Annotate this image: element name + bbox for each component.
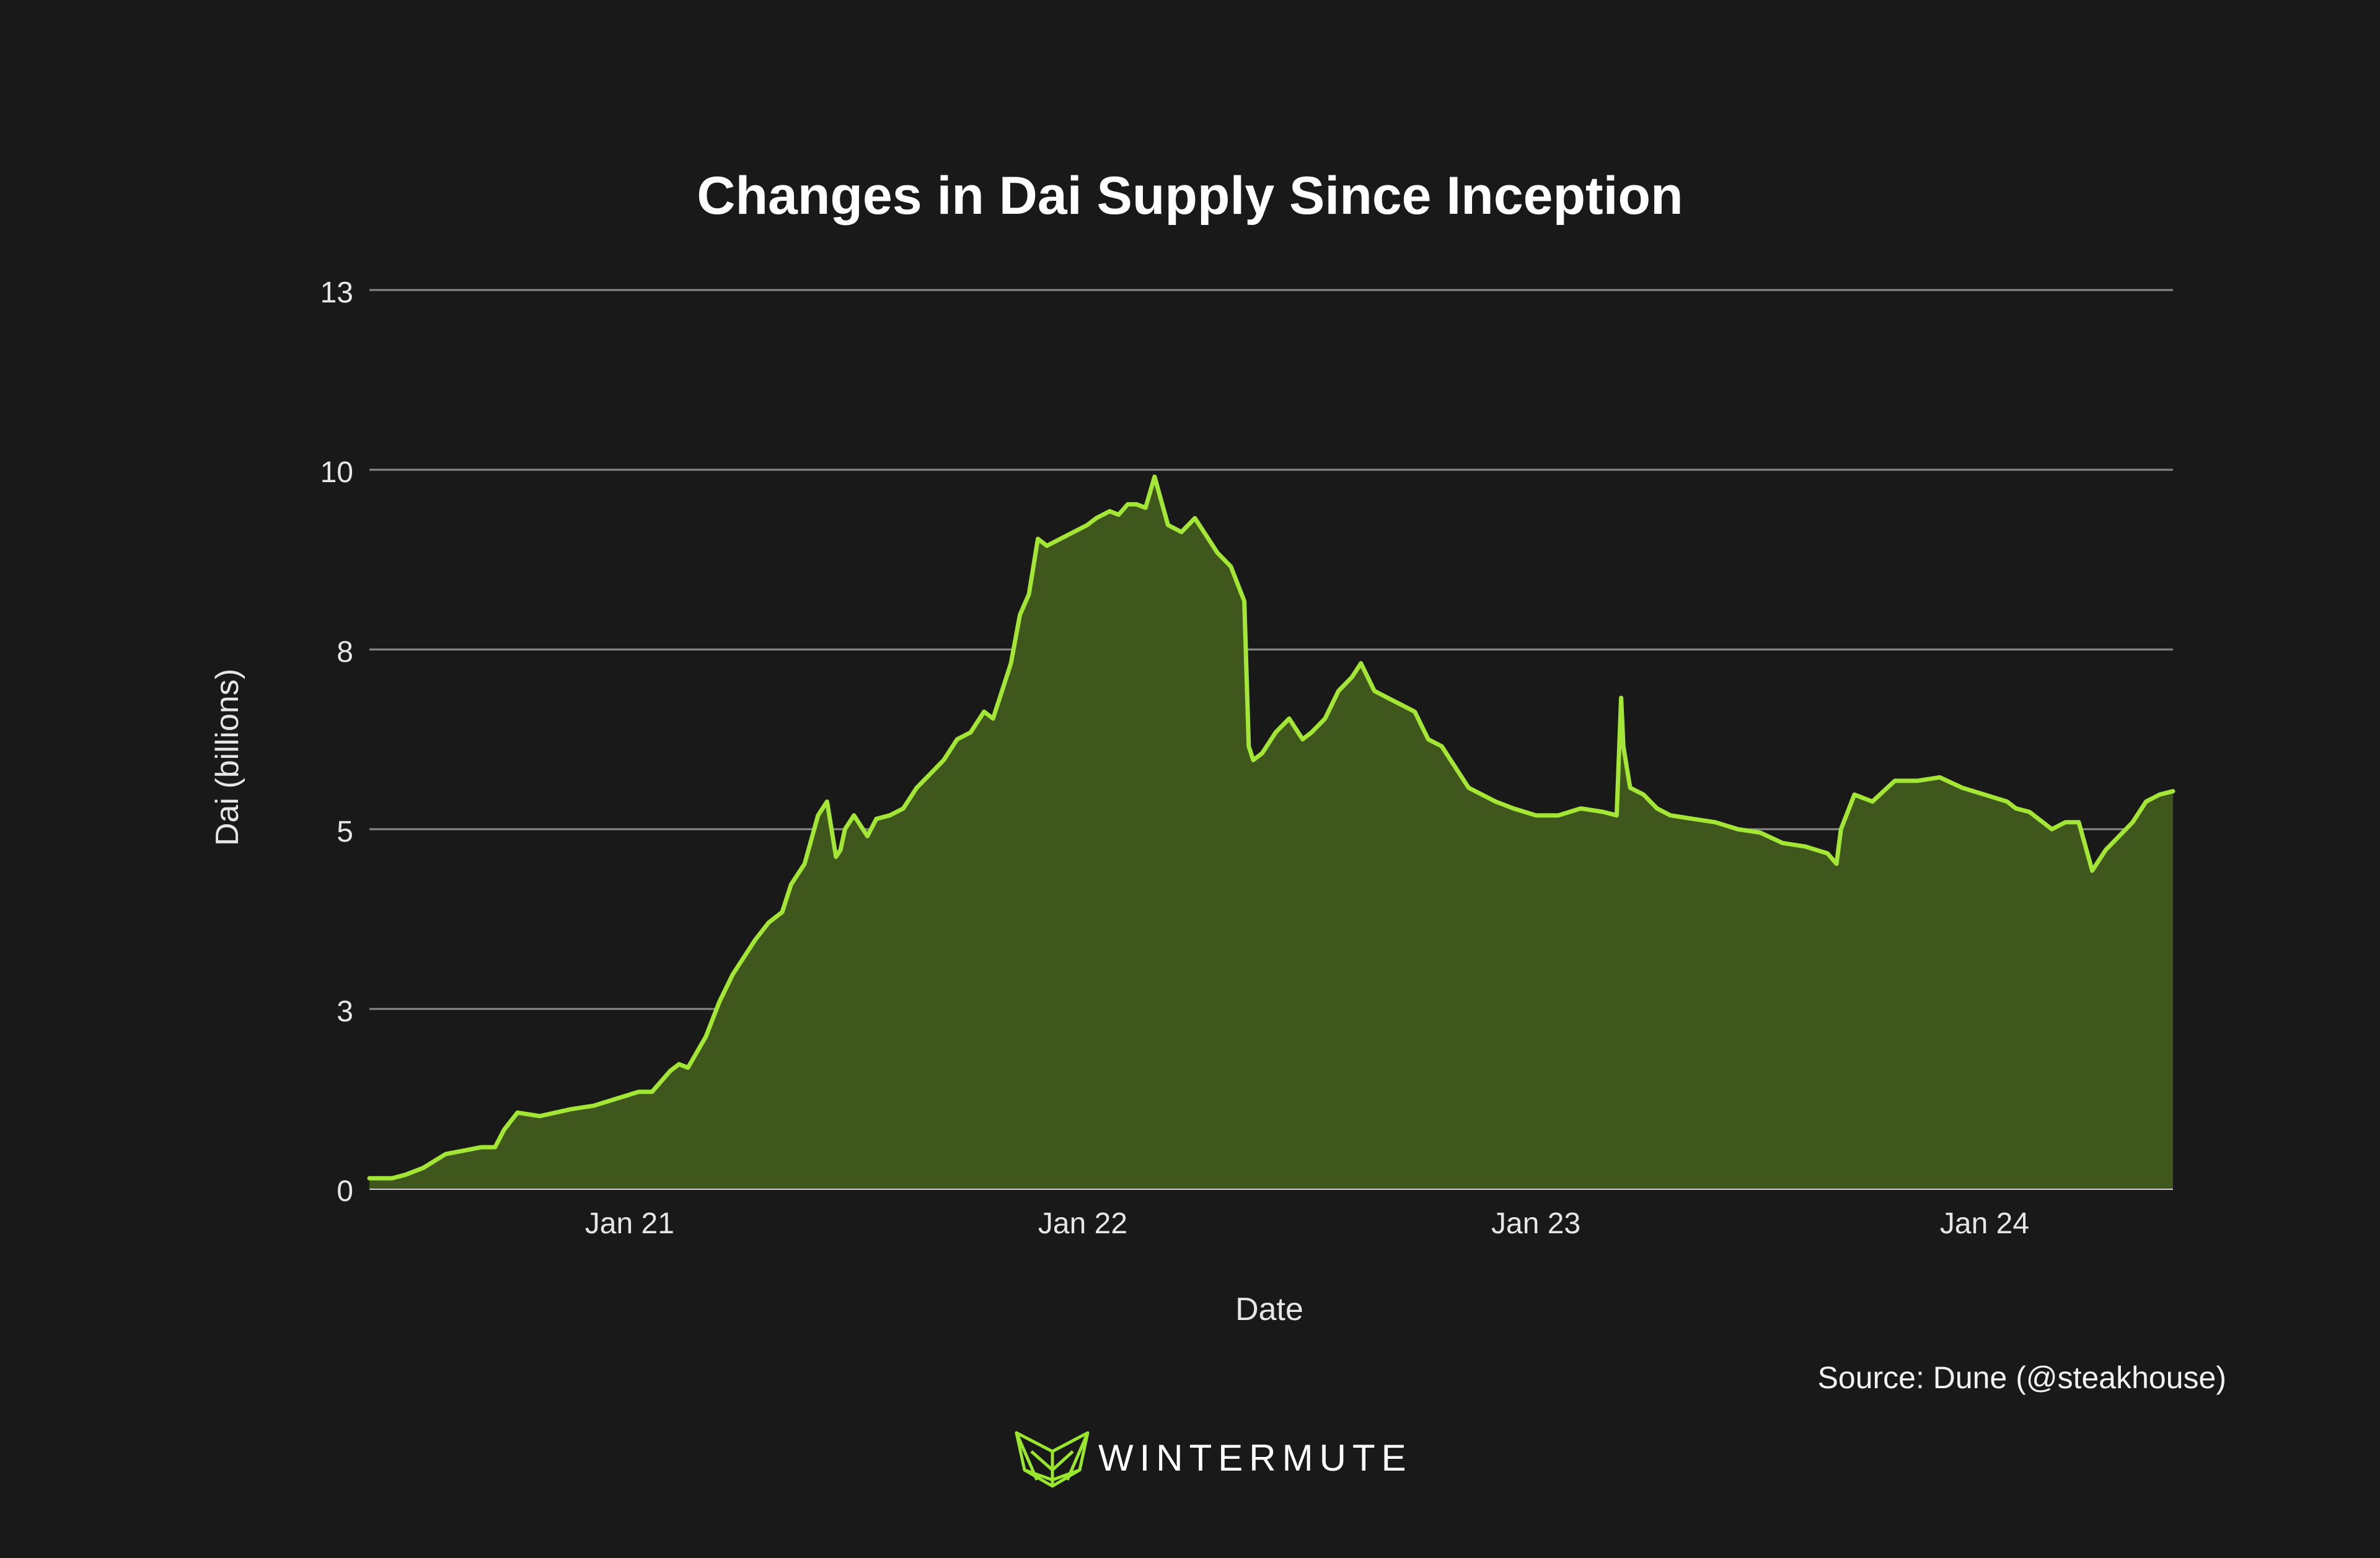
y-tick-label: 10 [320, 456, 353, 489]
wintermute-fox-icon [1015, 1431, 1090, 1488]
brand-logo: WINTERMUTE [1015, 1431, 1413, 1488]
x-tick-label: Jan 22 [1038, 1207, 1127, 1240]
y-tick-label: 0 [337, 1175, 353, 1208]
x-axis-label: Date [1235, 1292, 1303, 1327]
y-tick-label: 13 [320, 276, 353, 309]
data-area-layer [367, 474, 2175, 1189]
y-axis-ticks: 0 3 5 8 10 13 [320, 276, 353, 1208]
x-axis-ticks: Jan 21 Jan 22 Jan 23 Jan 24 [585, 1207, 2029, 1240]
y-tick-label: 8 [337, 636, 353, 669]
source-note: Source: Dune (@steakhouse) [1818, 1360, 2226, 1395]
x-tick-label: Jan 24 [1940, 1207, 2029, 1240]
y-tick-label: 5 [337, 816, 353, 848]
y-axis-label: Dai (billions) [209, 669, 245, 846]
brand-name: WINTERMUTE [1098, 1437, 1413, 1479]
x-tick-label: Jan 23 [1491, 1207, 1580, 1240]
x-tick-label: Jan 21 [585, 1207, 674, 1240]
chart-title: Changes in Dai Supply Since Inception [697, 166, 1683, 226]
series-area [369, 477, 2173, 1189]
series-line [367, 474, 2175, 1181]
y-tick-label: 3 [337, 995, 353, 1028]
